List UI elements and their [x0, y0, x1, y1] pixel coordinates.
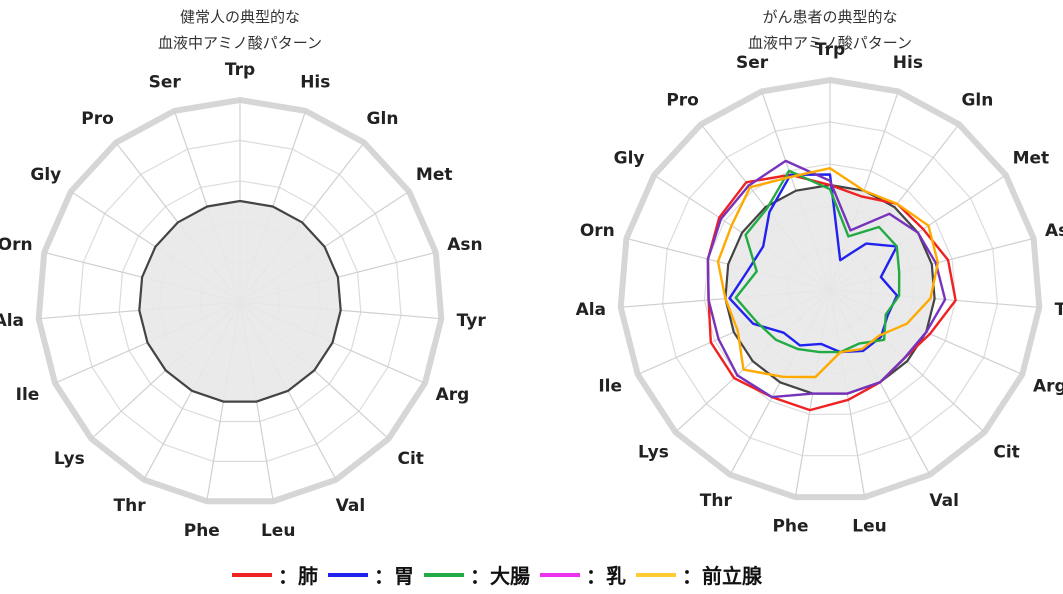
chart-title-line-1: 健常人の典型的な [180, 8, 300, 26]
axis-label-leu: Leu [261, 521, 295, 541]
axis-label-tyr: Tyr [457, 311, 487, 331]
axis-label-thr: Thr [114, 496, 147, 516]
axis-label-arg: Arg [1033, 376, 1063, 396]
axis-label-cit: Cit [993, 443, 1019, 463]
healthy-radar-chart: 健常人の典型的な 血液中アミノ酸パターン Trp His Gln Met Asn Tyr A… [0, 8, 486, 541]
grid-ring [118, 180, 362, 423]
grid-ring [78, 139, 402, 462]
legend-swatch [424, 572, 464, 577]
legend-swatch [636, 572, 676, 577]
axis-label-tyr: Tyr [1055, 300, 1063, 320]
axis-label-phe: Phe [772, 517, 808, 537]
axis-label-gln: Gln [367, 109, 399, 129]
axis-label-ala: Ala [576, 300, 606, 320]
legend-item-stomach: ：胃 [328, 560, 414, 589]
grid-ring [35, 96, 445, 505]
series-line-4 [706, 159, 947, 399]
series-line-3 [734, 169, 901, 354]
legend-swatch [328, 572, 368, 577]
axis-label-thr: Thr [700, 491, 733, 511]
axis-label-ile: Ile [598, 376, 622, 396]
axis-label-pro: Pro [666, 91, 699, 111]
legend-swatch [232, 572, 272, 577]
legend-item-breast: ：乳 [540, 560, 626, 589]
legend-label: ：肺 [278, 564, 318, 588]
legend-item-prostate: ：前立腺 [636, 560, 762, 589]
chart-title-line-2: 血液中アミノ酸パターン [158, 34, 322, 52]
axis-label-ala: Ala [0, 311, 24, 331]
axis-label-trp: Trp [225, 60, 255, 80]
radar-axis-labels: Trp His Gln Met Asn Tyr Arg Cit Val Leu Phe Thr Lys I… [576, 40, 1063, 537]
legend-item-colon: ：大腸 [424, 560, 530, 589]
axis-label-asn: Asn [447, 235, 482, 255]
axis-label-his: His [300, 73, 330, 93]
axis-label-lys: Lys [54, 449, 85, 469]
legend-label: ：乳 [586, 564, 626, 588]
chart-title-line-2: 血液中アミノ酸パターン [748, 34, 912, 52]
axis-label-trp: Trp [815, 40, 845, 60]
axis-label-ser: Ser [149, 73, 182, 93]
axis-label-orn: Orn [580, 221, 615, 241]
axis-label-met: Met [1013, 149, 1050, 169]
radar-axis-labels: Trp His Gln Met Asn Tyr Arg Cit Val Leu Phe Thr Lys I… [0, 60, 486, 541]
axis-label-orn: Orn [0, 235, 33, 255]
axis-label-his: His [893, 53, 923, 73]
radar-series [138, 199, 342, 403]
grid-ring [661, 121, 999, 457]
cancer-radar-chart: がん患者の典型的な 血液中アミノ酸パターン Trp His Gln Met Asn Tyr… [576, 8, 1063, 537]
legend-item-lung: ：肺 [232, 560, 318, 589]
grid-ring [703, 163, 957, 415]
axis-label-val: Val [336, 496, 366, 516]
legend-label: ：大腸 [470, 564, 530, 588]
series-line-5 [716, 166, 940, 379]
legend: ：肺 ：胃 ：大腸 ：乳 ：前立腺 [232, 560, 772, 589]
axis-label-phe: Phe [184, 521, 220, 541]
axis-label-ser: Ser [736, 53, 769, 73]
legend-label: ：胃 [374, 564, 414, 588]
radar-series [706, 159, 957, 412]
series-line-0 [138, 199, 342, 403]
axis-label-pro: Pro [81, 109, 114, 129]
axis-label-gly: Gly [30, 165, 61, 185]
chart-title-line-1: がん患者の典型的な [762, 8, 897, 26]
axis-label-asn: Asn [1045, 221, 1063, 241]
series-line-1 [706, 173, 957, 412]
series-line-2 [728, 173, 899, 354]
axis-label-leu: Leu [852, 517, 886, 537]
axis-label-lys: Lys [638, 443, 669, 463]
axis-label-val: Val [929, 491, 959, 511]
axis-label-arg: Arg [436, 385, 470, 405]
legend-swatch [540, 572, 580, 577]
axis-label-gly: Gly [614, 149, 645, 169]
axis-label-ile: Ile [16, 385, 40, 405]
grid-ring [617, 76, 1043, 501]
legend-label: ：前立腺 [682, 564, 762, 588]
axis-label-cit: Cit [397, 449, 423, 469]
axis-label-gln: Gln [961, 91, 993, 111]
axis-label-met: Met [416, 165, 453, 185]
